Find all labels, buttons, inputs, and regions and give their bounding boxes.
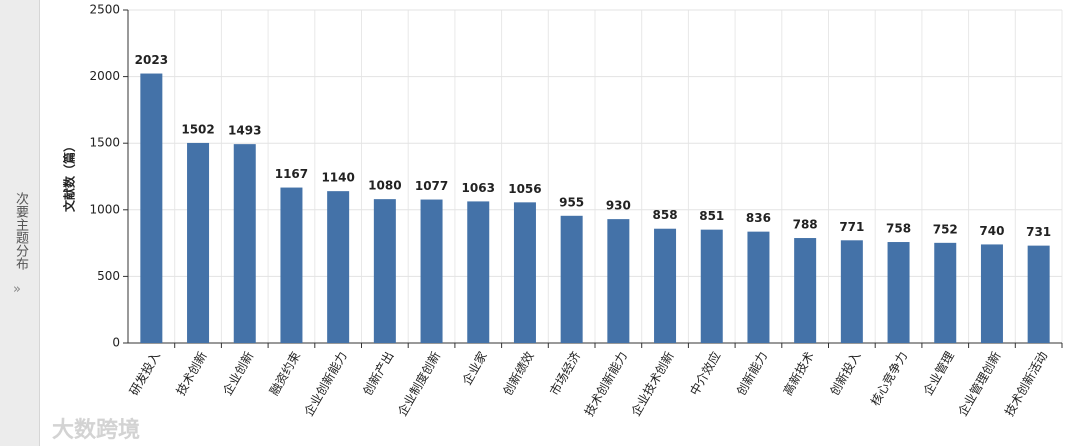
value-label: 1167 [275,167,308,181]
side-tab[interactable]: 次要主题分布 » [0,0,40,446]
watermark: 大数跨境 [52,418,141,443]
y-tick-label: 1000 [89,202,120,216]
value-label: 1140 [321,171,354,185]
bar [654,228,677,343]
bar [607,219,630,343]
value-label: 1063 [462,181,495,195]
value-label: 1077 [415,179,448,193]
value-label: 1502 [181,122,214,136]
bar [327,191,350,343]
x-tick-label: 创新能力 [733,349,770,398]
y-tick-label: 2500 [89,3,120,17]
x-tick-label: 企业家 [459,349,490,388]
bar [373,199,396,343]
x-tick-label: 技术创新能力 [581,349,630,419]
x-tick-label: 企业技术创新 [628,349,677,419]
y-tick-label: 2000 [89,69,120,83]
value-label: 836 [746,211,771,225]
bar [887,242,910,343]
x-tick-label: 企业管理 [920,349,957,398]
bar [747,231,770,343]
bar [513,202,536,343]
x-tick-label: 创新绩效 [500,349,537,398]
x-tick-label: 企业创新 [219,349,256,398]
value-label: 2023 [135,53,168,67]
bar [467,201,490,343]
x-tick-label: 中介效应 [686,349,723,398]
bar [840,240,863,343]
y-tick-label: 500 [97,269,120,283]
bar [700,229,723,343]
value-label: 731 [1026,225,1051,239]
value-label: 851 [699,209,724,223]
value-label: 771 [839,220,864,234]
value-label: 1493 [228,124,261,138]
value-label: 752 [933,222,958,236]
x-tick-label: 技术创新 [173,349,210,398]
y-tick-label: 0 [112,336,120,350]
x-tick-label: 创新投入 [826,349,863,398]
x-tick-label: 融资约束 [266,349,303,398]
x-tick-label: 市场经济 [546,349,583,398]
value-label: 930 [606,199,631,213]
value-label: 788 [793,218,818,232]
bar [934,242,957,343]
x-tick-label: 企业制度创新 [394,349,443,419]
bar [794,238,817,343]
value-label: 955 [559,195,584,209]
bar [280,187,303,343]
value-label: 1080 [368,179,401,193]
bar [560,215,583,343]
y-tick-label: 1500 [89,136,120,150]
bar [187,142,210,343]
value-label: 758 [886,222,911,236]
x-tick-label: 企业管理创新 [955,349,1004,419]
bar [140,73,163,343]
x-tick-label: 创新产出 [359,349,396,398]
x-tick-label: 研发投入 [126,349,163,398]
x-tick-label: 技术创新活动 [1001,349,1050,419]
value-label: 858 [653,208,678,222]
bar [233,144,256,343]
x-tick-label: 核心竞争力 [868,349,910,408]
value-label: 1056 [508,182,541,196]
chart: 文献数（篇） 0 500 1000 1500 2000 2500 研发投入 2023 技术创新 1… [62,3,1063,419]
bar [1027,245,1050,343]
y-axis-label: 文献数（篇） [62,140,77,212]
value-label: 740 [979,224,1004,238]
side-tab-label[interactable]: 次要主题分布 [13,192,28,270]
bar [980,244,1003,343]
bar [420,199,443,343]
x-tick-label: 高新技术 [780,349,817,398]
expand-icon[interactable]: » [13,282,21,297]
x-tick-label: 企业创新能力 [301,349,350,419]
